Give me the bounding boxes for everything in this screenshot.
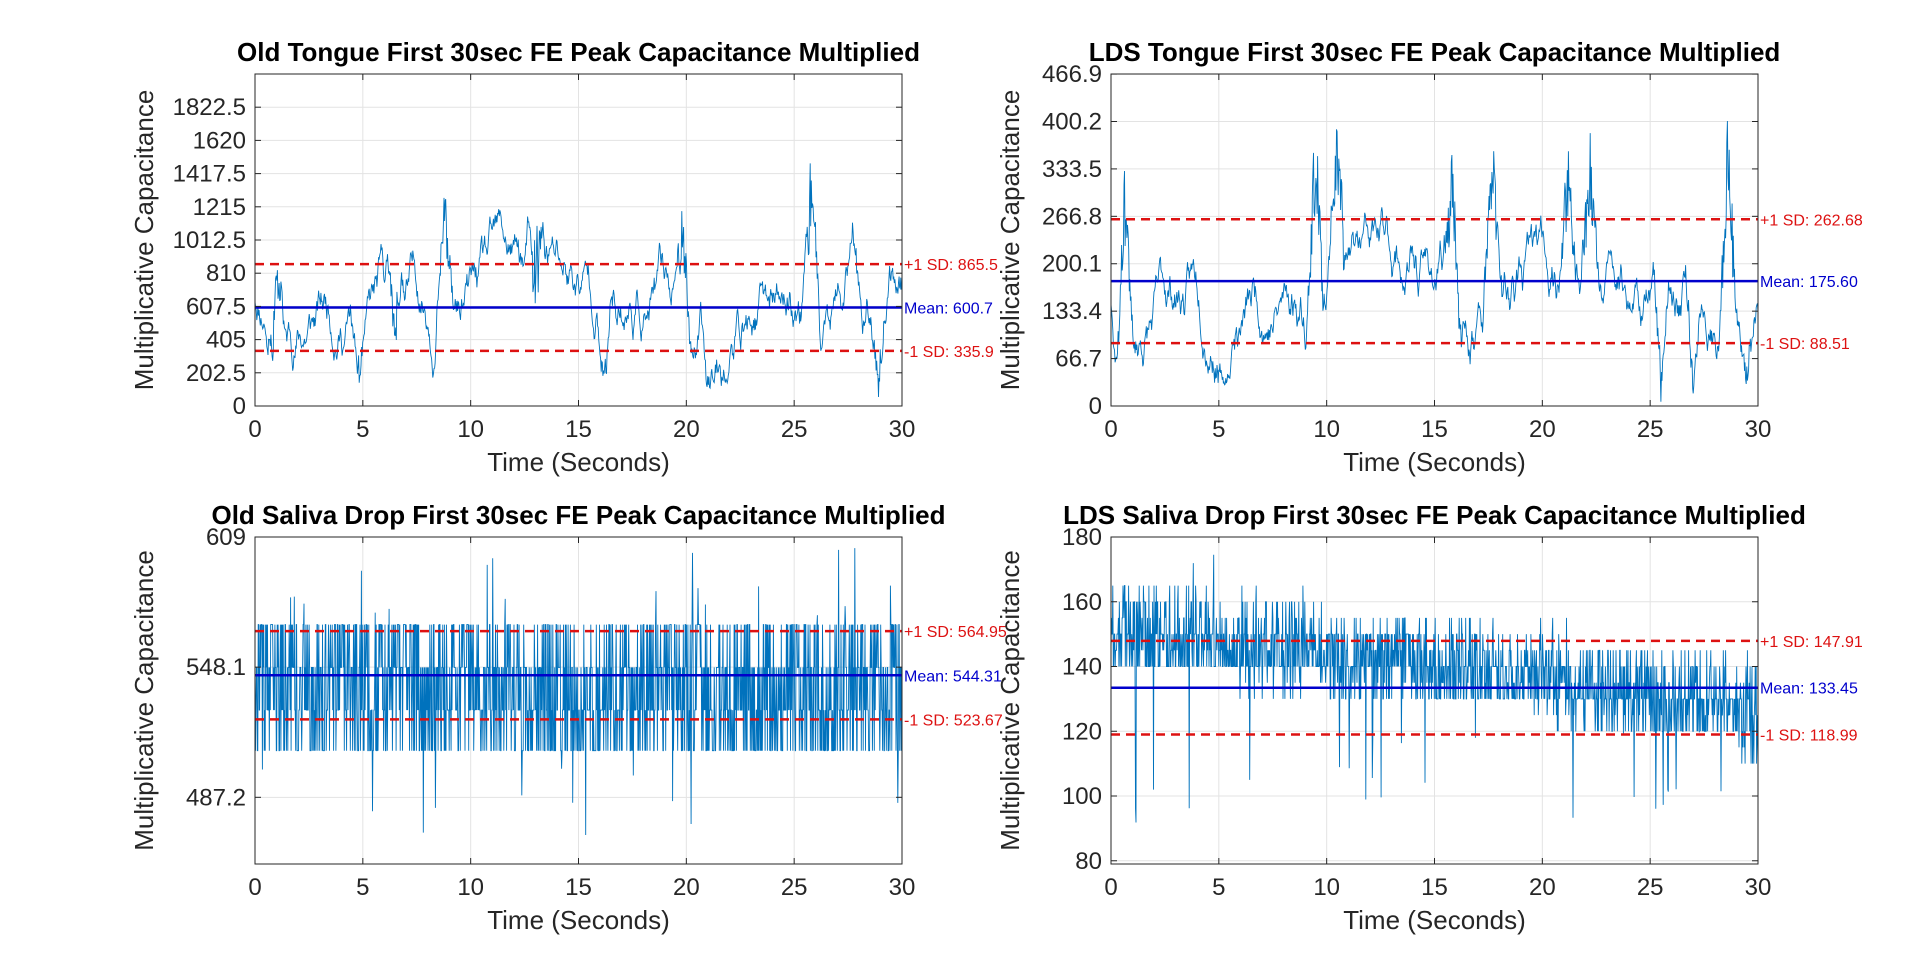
y-tick-label-0: 0	[233, 393, 246, 420]
x-tick-label-1: 5	[356, 874, 369, 901]
y-tick-label-0: 487.2	[186, 784, 246, 811]
y-tick-label-7: 1417.5	[173, 161, 246, 188]
x-tick-label-1: 5	[1212, 874, 1225, 901]
data-series	[254, 548, 902, 836]
y-tick-label-0: 80	[1075, 848, 1102, 875]
y-axis-label: Multiplicative Capacitance	[129, 90, 159, 391]
data-series	[1110, 120, 1759, 402]
x-tick-label-1: 5	[1212, 416, 1225, 443]
subplot-2: +1 SD: 262.68 Mean: 175.60 -1 SD: 88.51 0 5 1…	[995, 37, 1863, 477]
y-tick-label-9: 1822.5	[173, 94, 246, 121]
chart-title: LDS Tongue First 30sec FE Peak Capacitan…	[1089, 37, 1781, 67]
x-tick-label-2: 10	[457, 874, 484, 901]
x-tick-label-6: 30	[889, 874, 916, 901]
y-tick-label-3: 200.1	[1042, 251, 1102, 278]
y-axis-label: Multiplicative Capacitance	[129, 550, 159, 851]
x-axis-label: Time (Seconds)	[487, 905, 670, 935]
x-tick-label-0: 0	[1104, 416, 1117, 443]
minus-sd-label: -1 SD: 335.9	[904, 344, 994, 361]
y-tick-label-3: 140	[1062, 654, 1102, 681]
y-tick-label-2: 609	[206, 524, 246, 551]
x-tick-label-3: 15	[1421, 874, 1448, 901]
y-tick-label-5: 1012.5	[173, 227, 246, 254]
x-axis-label: Time (Seconds)	[487, 447, 670, 477]
x-tick-label-4: 20	[1529, 874, 1556, 901]
subplot-4: +1 SD: 147.91 Mean: 133.45 -1 SD: 118.99 0 5…	[995, 500, 1863, 935]
y-tick-label-5: 333.5	[1042, 156, 1102, 183]
y-axis-label: Multiplicative Capacitance	[995, 90, 1025, 391]
y-tick-label-4: 160	[1062, 589, 1102, 616]
x-tick-label-0: 0	[1104, 874, 1117, 901]
x-tick-label-0: 0	[248, 874, 261, 901]
chart-title: Old Saliva Drop First 30sec FE Peak Capa…	[211, 500, 945, 530]
y-tick-label-7: 466.9	[1042, 61, 1102, 88]
x-tick-label-1: 5	[356, 416, 369, 443]
minus-sd-label: -1 SD: 118.99	[1760, 728, 1858, 745]
y-tick-label-8: 1620	[193, 127, 246, 154]
x-tick-label-3: 15	[1421, 416, 1448, 443]
x-tick-label-5: 25	[1637, 416, 1664, 443]
x-tick-label-5: 25	[1637, 874, 1664, 901]
y-tick-label-4: 810	[206, 260, 246, 287]
x-tick-label-5: 25	[781, 874, 808, 901]
y-tick-label-1: 202.5	[186, 360, 246, 387]
y-tick-label-4: 266.8	[1042, 203, 1102, 230]
x-tick-label-3: 15	[565, 416, 592, 443]
subplot-3: +1 SD: 564.95 Mean: 544.31 -1 SD: 523.67 0 5…	[129, 500, 1007, 935]
x-tick-label-2: 10	[1313, 416, 1340, 443]
x-tick-label-2: 10	[1313, 874, 1340, 901]
y-axis-label: Multiplicative Capacitance	[995, 550, 1025, 851]
x-tick-label-6: 30	[1745, 874, 1772, 901]
y-tick-label-0: 0	[1089, 393, 1102, 420]
data-series	[254, 163, 903, 398]
x-tick-label-4: 20	[673, 416, 700, 443]
x-tick-label-6: 30	[889, 416, 916, 443]
chart-title: LDS Saliva Drop First 30sec FE Peak Capa…	[1063, 500, 1806, 530]
x-tick-label-6: 30	[1745, 416, 1772, 443]
y-tick-label-5: 180	[1062, 524, 1102, 551]
mean-label: Mean: 544.31	[904, 668, 1002, 685]
y-tick-label-2: 120	[1062, 718, 1102, 745]
data-series	[1110, 554, 1759, 823]
x-axis-label: Time (Seconds)	[1343, 905, 1526, 935]
y-tick-label-1: 66.7	[1055, 346, 1102, 373]
mean-label: Mean: 133.45	[1760, 681, 1858, 698]
minus-sd-label: -1 SD: 88.51	[1760, 336, 1850, 353]
x-tick-label-4: 20	[1529, 416, 1556, 443]
plus-sd-label: +1 SD: 865.5	[904, 257, 998, 274]
x-tick-label-0: 0	[248, 416, 261, 443]
y-tick-label-3: 607.5	[186, 293, 246, 320]
x-axis-label: Time (Seconds)	[1343, 447, 1526, 477]
plus-sd-label: +1 SD: 147.91	[1760, 634, 1863, 651]
plus-sd-label: +1 SD: 262.68	[1760, 212, 1863, 229]
x-tick-label-4: 20	[673, 874, 700, 901]
y-tick-label-2: 133.4	[1042, 298, 1102, 325]
y-tick-label-2: 405	[206, 327, 246, 354]
x-tick-label-2: 10	[457, 416, 484, 443]
mean-label: Mean: 175.60	[1760, 274, 1858, 291]
y-tick-label-1: 548.1	[186, 654, 246, 681]
y-tick-label-1: 100	[1062, 783, 1102, 810]
x-tick-label-3: 15	[565, 874, 592, 901]
chart-title: Old Tongue First 30sec FE Peak Capacitan…	[237, 37, 920, 67]
x-tick-label-5: 25	[781, 416, 808, 443]
mean-label: Mean: 600.7	[904, 301, 993, 318]
y-tick-label-6: 1215	[193, 194, 246, 221]
y-tick-label-6: 400.2	[1042, 108, 1102, 135]
minus-sd-label: -1 SD: 523.67	[904, 712, 1003, 729]
plus-sd-label: +1 SD: 564.95	[904, 624, 1007, 641]
